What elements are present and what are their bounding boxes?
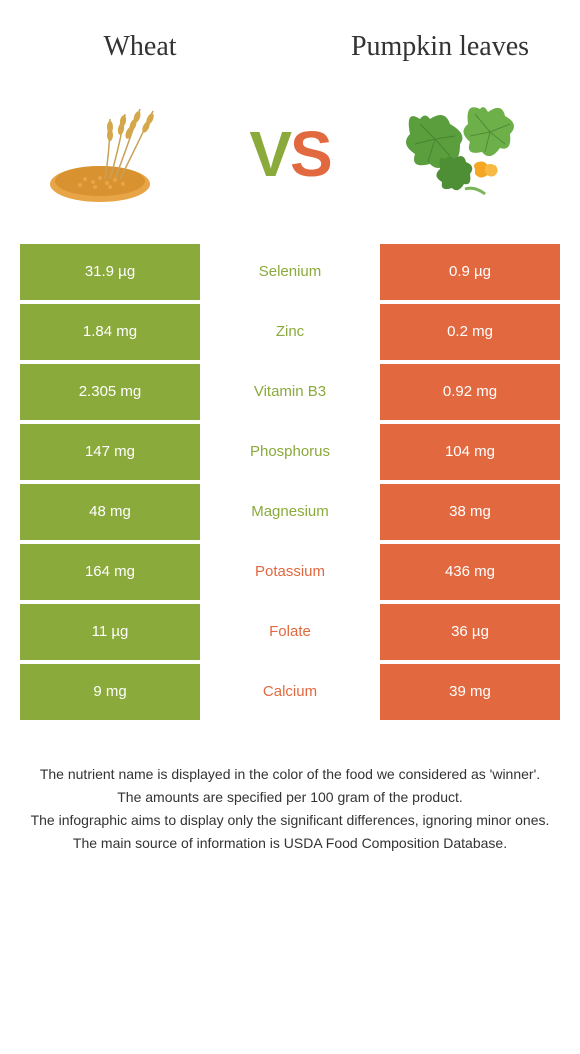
footer-line-3: The infographic aims to display only the… <box>20 810 560 831</box>
table-row: 11 µgFolate36 µg <box>20 604 560 660</box>
header-title-right: Pumpkin leaves <box>350 30 530 64</box>
footer-line-2: The amounts are specified per 100 gram o… <box>20 787 560 808</box>
wheat-icon <box>45 99 185 209</box>
cell-nutrient-label: Calcium <box>200 664 380 720</box>
cell-nutrient-label: Zinc <box>200 304 380 360</box>
table-row: 147 mgPhosphorus104 mg <box>20 424 560 480</box>
footer-line-4: The main source of information is USDA F… <box>20 833 560 854</box>
header-title-left: Wheat <box>50 30 230 64</box>
cell-left-value: 164 mg <box>20 544 200 600</box>
cell-left-value: 11 µg <box>20 604 200 660</box>
footer: The nutrient name is displayed in the co… <box>0 724 580 876</box>
pumpkin-leaves-image <box>390 94 540 214</box>
table-row: 31.9 µgSelenium0.9 µg <box>20 244 560 300</box>
images-row: VS <box>0 84 580 244</box>
cell-nutrient-label: Potassium <box>200 544 380 600</box>
title-wheat: Wheat <box>50 30 230 64</box>
cell-right-value: 38 mg <box>380 484 560 540</box>
cell-nutrient-label: Selenium <box>200 244 380 300</box>
cell-nutrient-label: Folate <box>200 604 380 660</box>
cell-left-value: 1.84 mg <box>20 304 200 360</box>
cell-right-value: 39 mg <box>380 664 560 720</box>
table-row: 1.84 mgZinc0.2 mg <box>20 304 560 360</box>
cell-nutrient-label: Magnesium <box>200 484 380 540</box>
table-row: 9 mgCalcium39 mg <box>20 664 560 720</box>
cell-nutrient-label: Vitamin B3 <box>200 364 380 420</box>
cell-nutrient-label: Phosphorus <box>200 424 380 480</box>
table-row: 164 mgPotassium436 mg <box>20 544 560 600</box>
cell-right-value: 0.9 µg <box>380 244 560 300</box>
table-row: 48 mgMagnesium38 mg <box>20 484 560 540</box>
cell-left-value: 48 mg <box>20 484 200 540</box>
header: Wheat Pumpkin leaves <box>0 0 580 84</box>
cell-left-value: 31.9 µg <box>20 244 200 300</box>
vs-v: V <box>249 118 290 190</box>
cell-left-value: 9 mg <box>20 664 200 720</box>
table-row: 2.305 mgVitamin B30.92 mg <box>20 364 560 420</box>
cell-right-value: 36 µg <box>380 604 560 660</box>
cell-right-value: 436 mg <box>380 544 560 600</box>
footer-line-1: The nutrient name is displayed in the co… <box>20 764 560 785</box>
cell-right-value: 0.92 mg <box>380 364 560 420</box>
title-pumpkin-leaves: Pumpkin leaves <box>350 30 530 64</box>
nutrient-table: 31.9 µgSelenium0.9 µg1.84 mgZinc0.2 mg2.… <box>20 244 560 720</box>
wheat-image <box>40 94 190 214</box>
cell-right-value: 104 mg <box>380 424 560 480</box>
pumpkin-leaves-icon <box>390 94 540 214</box>
cell-left-value: 2.305 mg <box>20 364 200 420</box>
cell-right-value: 0.2 mg <box>380 304 560 360</box>
vs-label: VS <box>249 117 330 191</box>
vs-s: S <box>290 118 331 190</box>
cell-left-value: 147 mg <box>20 424 200 480</box>
